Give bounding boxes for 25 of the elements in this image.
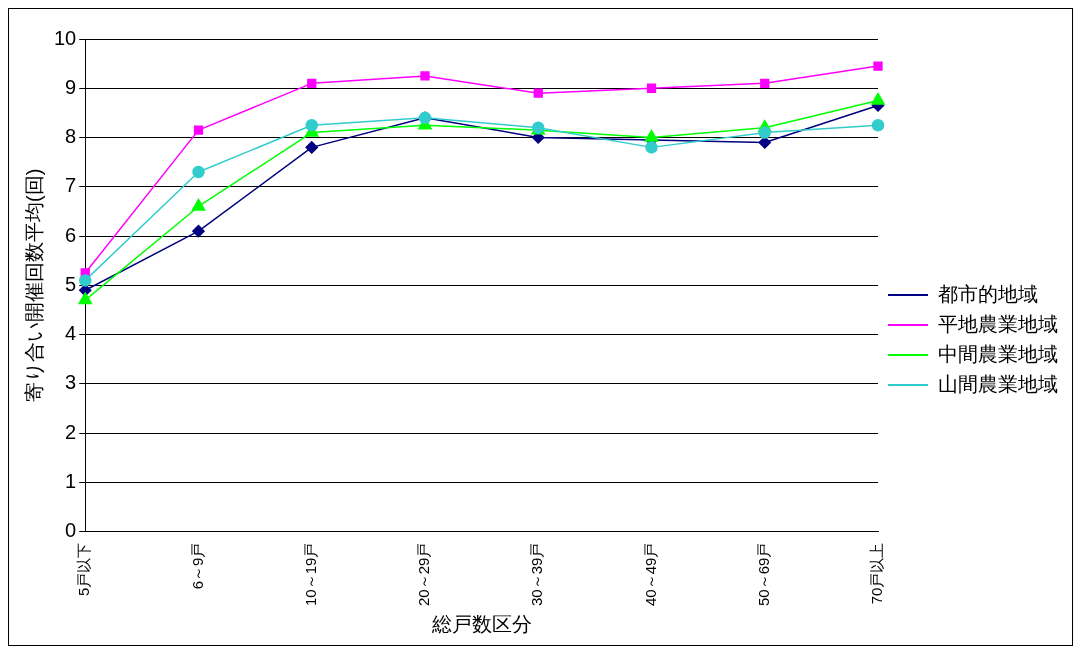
y-tick-label: 3 — [65, 371, 77, 394]
x-axis-title: 総戸数区分 — [430, 612, 532, 635]
x-tick-label: 40～49戸 — [641, 542, 659, 607]
x-tick-label: 50～69戸 — [754, 542, 772, 607]
x-tick-label: 10～19戸 — [301, 542, 319, 607]
y-axis-title: 寄り合い開催回数平均(回) — [22, 168, 45, 402]
legend-label: 都市的地域 — [938, 282, 1038, 305]
y-tick-label: 6 — [65, 223, 77, 246]
x-tick-label: 5戸以下 — [75, 542, 93, 596]
y-tick-label: 9 — [65, 75, 77, 98]
x-tick-label: 20～29戸 — [415, 542, 433, 607]
y-tick-label: 4 — [65, 322, 77, 345]
x-tick-label: 30～39戸 — [528, 542, 546, 607]
x-tick-label: 6～9戸 — [188, 542, 206, 590]
y-tick-label: 2 — [65, 420, 77, 443]
legend-label: 中間農業地域 — [938, 342, 1058, 365]
y-tick-label: 10 — [54, 26, 77, 49]
y-tick-label: 0 — [65, 519, 77, 542]
y-tick-label: 7 — [65, 174, 77, 197]
legend-label: 平地農業地域 — [938, 312, 1058, 335]
y-tick-label: 5 — [65, 272, 77, 295]
x-tick-label: 70戸以上 — [868, 542, 886, 605]
y-tick-label: 1 — [65, 469, 77, 492]
y-tick-label: 8 — [65, 125, 77, 148]
legend-label: 山間農業地域 — [938, 372, 1058, 395]
